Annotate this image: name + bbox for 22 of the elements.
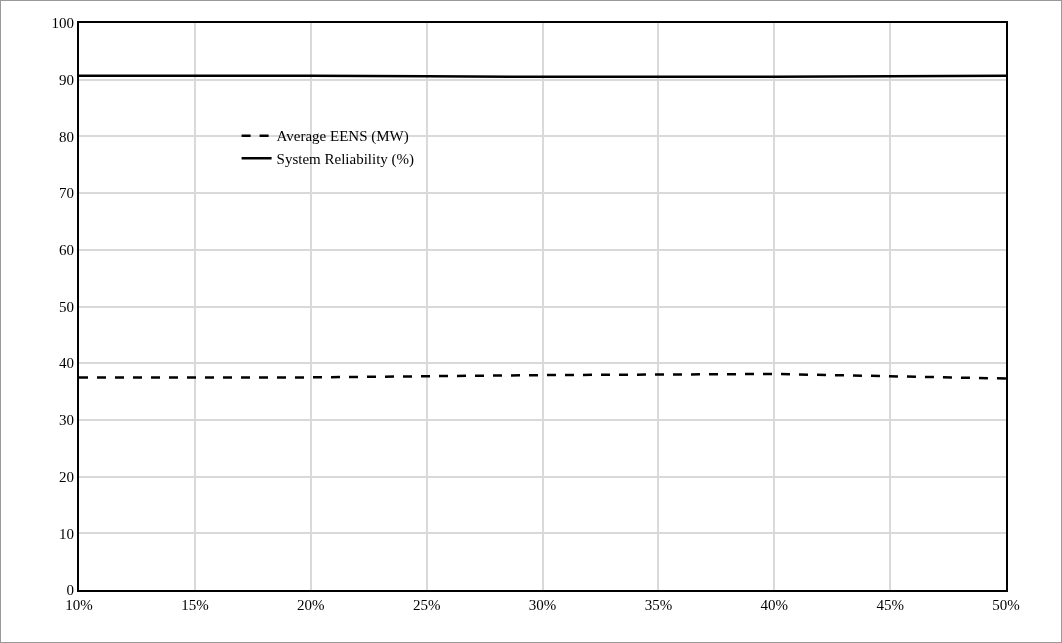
y-tick-label: 0 — [66, 582, 74, 599]
y-tick-label: 70 — [59, 185, 74, 202]
x-tick-label: 15% — [181, 597, 209, 613]
y-tick-label: 20 — [59, 468, 74, 485]
x-tick-label: 30% — [528, 597, 557, 613]
x-tick-label: 45% — [876, 597, 904, 613]
x-tick-label: 25% — [412, 597, 441, 613]
y-tick-label: 30 — [59, 412, 74, 429]
y-tick-label: 40 — [59, 355, 74, 372]
x-tick-label: 35% — [644, 597, 673, 613]
y-tick-label: 60 — [59, 242, 74, 259]
y-tick-label: 10 — [59, 525, 74, 542]
x-tick-label: 40% — [760, 597, 788, 613]
x-tick-label: 20% — [297, 597, 325, 613]
legend-label: Average EENS (MW) — [276, 128, 409, 146]
x-tick-label: 10% — [65, 597, 93, 613]
y-tick-label: 90 — [59, 71, 74, 88]
y-tick-label: 100 — [51, 15, 74, 32]
legend-label: System Reliability (%) — [276, 150, 415, 168]
x-tick-label: 50% — [992, 597, 1020, 613]
y-tick-label: 80 — [59, 128, 74, 145]
y-tick-label: 50 — [59, 298, 74, 315]
